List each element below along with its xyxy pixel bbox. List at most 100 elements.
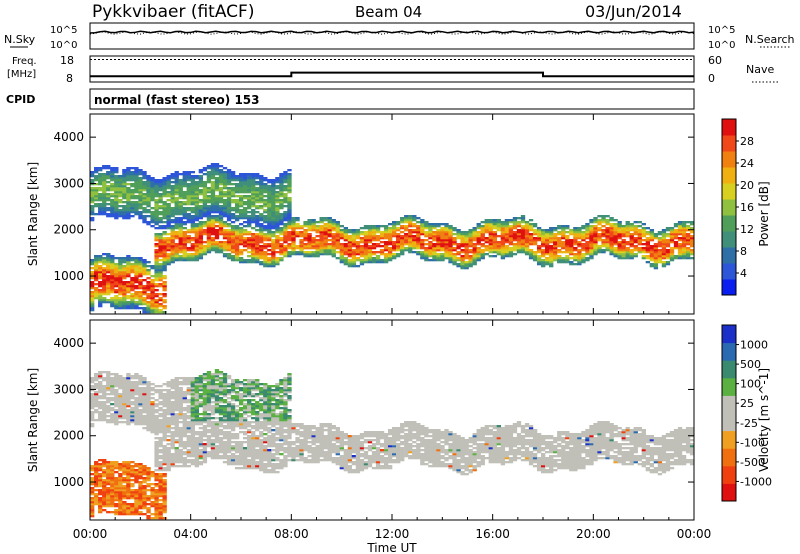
- data-cell: [412, 215, 417, 218]
- data-cell: [283, 197, 288, 200]
- data-cell: [621, 225, 626, 228]
- data-cell: [569, 263, 574, 266]
- data-cell: [319, 227, 324, 230]
- data-cell: [460, 251, 465, 254]
- data-cell: [621, 249, 626, 252]
- data-cell: [585, 259, 590, 262]
- data-cell: [593, 251, 598, 254]
- data-cell: [170, 189, 175, 192]
- data-cell: [122, 377, 127, 380]
- data-cell: [247, 185, 252, 188]
- data-cell: [581, 231, 586, 234]
- data-cell: [311, 253, 316, 256]
- data-cell: [154, 457, 159, 460]
- data-cell: [500, 247, 506, 250]
- data-cell: [138, 471, 143, 474]
- data-cell: [98, 207, 103, 210]
- data-cell: [516, 243, 522, 246]
- data-cell: [315, 245, 320, 248]
- data-cell: [573, 241, 578, 244]
- data-cell: [110, 415, 115, 418]
- data-cell: [98, 211, 103, 214]
- data-cell: [154, 195, 159, 198]
- data-cell: [98, 477, 103, 480]
- data-cell: [577, 235, 582, 238]
- data-cell: [138, 463, 143, 466]
- data-cell: [500, 249, 506, 252]
- data-cell: [194, 175, 200, 178]
- data-cell: [194, 447, 200, 450]
- data-cell: [158, 273, 163, 276]
- data-cell: [118, 281, 123, 284]
- data-cell: [162, 489, 167, 492]
- data-cell: [243, 197, 248, 200]
- data-cell: [98, 405, 103, 408]
- data-cell: [174, 187, 179, 190]
- data-cell: [162, 499, 167, 502]
- data-cell: [327, 247, 332, 250]
- colorbar-swatch: [722, 279, 736, 296]
- data-cell: [194, 433, 200, 436]
- data-cell: [138, 497, 143, 500]
- data-cell: [327, 219, 332, 222]
- data-cell: [98, 259, 103, 262]
- data-cell: [170, 393, 175, 396]
- data-cell: [218, 191, 224, 194]
- data-cell: [134, 295, 139, 298]
- data-cell: [214, 209, 220, 212]
- data-cell: [134, 267, 139, 270]
- data-cell: [142, 193, 147, 196]
- data-cell: [110, 177, 115, 180]
- data-cell: [102, 165, 107, 168]
- data-cell: [178, 461, 183, 464]
- data-cell: [681, 233, 687, 236]
- data-cell: [287, 173, 292, 176]
- data-cell: [520, 237, 526, 240]
- data-cell: [283, 255, 288, 258]
- data-cell: [158, 429, 163, 432]
- data-cell: [323, 245, 328, 248]
- data-cell: [202, 207, 208, 210]
- data-cell: [142, 499, 147, 502]
- data-cell: [126, 479, 131, 482]
- data-cell: [130, 397, 135, 400]
- data-cell: [158, 397, 163, 400]
- data-cell: [90, 303, 95, 306]
- data-cell: [122, 495, 127, 498]
- data-cell: [162, 479, 167, 482]
- data-cell: [198, 239, 204, 242]
- data-cell: [206, 445, 212, 448]
- data-cell: [251, 185, 256, 188]
- data-cell: [392, 229, 397, 232]
- data-cell: [593, 247, 598, 250]
- data-cell: [202, 399, 208, 402]
- data-cell: [347, 263, 353, 266]
- data-cell: [234, 255, 240, 258]
- data-cell: [424, 251, 429, 254]
- data-cell: [102, 299, 107, 302]
- data-cell: [665, 255, 671, 258]
- data-cell: [283, 215, 288, 218]
- data-cell: [689, 245, 695, 248]
- data-cell: [492, 233, 497, 236]
- data-cell: [371, 247, 377, 250]
- data-cell: [194, 209, 200, 212]
- data-cell: [134, 183, 139, 186]
- data-cell: [110, 385, 115, 388]
- data-cell: [138, 393, 143, 396]
- data-cell: [633, 255, 638, 258]
- data-cell: [319, 235, 324, 238]
- data-cell: [206, 209, 212, 212]
- data-cell: [98, 209, 103, 212]
- colorbar-swatch: [722, 215, 736, 232]
- data-cell: [392, 243, 397, 246]
- data-cell: [536, 263, 542, 266]
- data-cell: [150, 397, 155, 400]
- data-cell: [134, 507, 139, 510]
- data-cell: [186, 203, 191, 206]
- data-cell: [162, 517, 167, 520]
- data-cell: [190, 239, 195, 242]
- data-cell: [150, 491, 155, 494]
- data-cell: [222, 211, 228, 214]
- data-cell: [561, 229, 566, 232]
